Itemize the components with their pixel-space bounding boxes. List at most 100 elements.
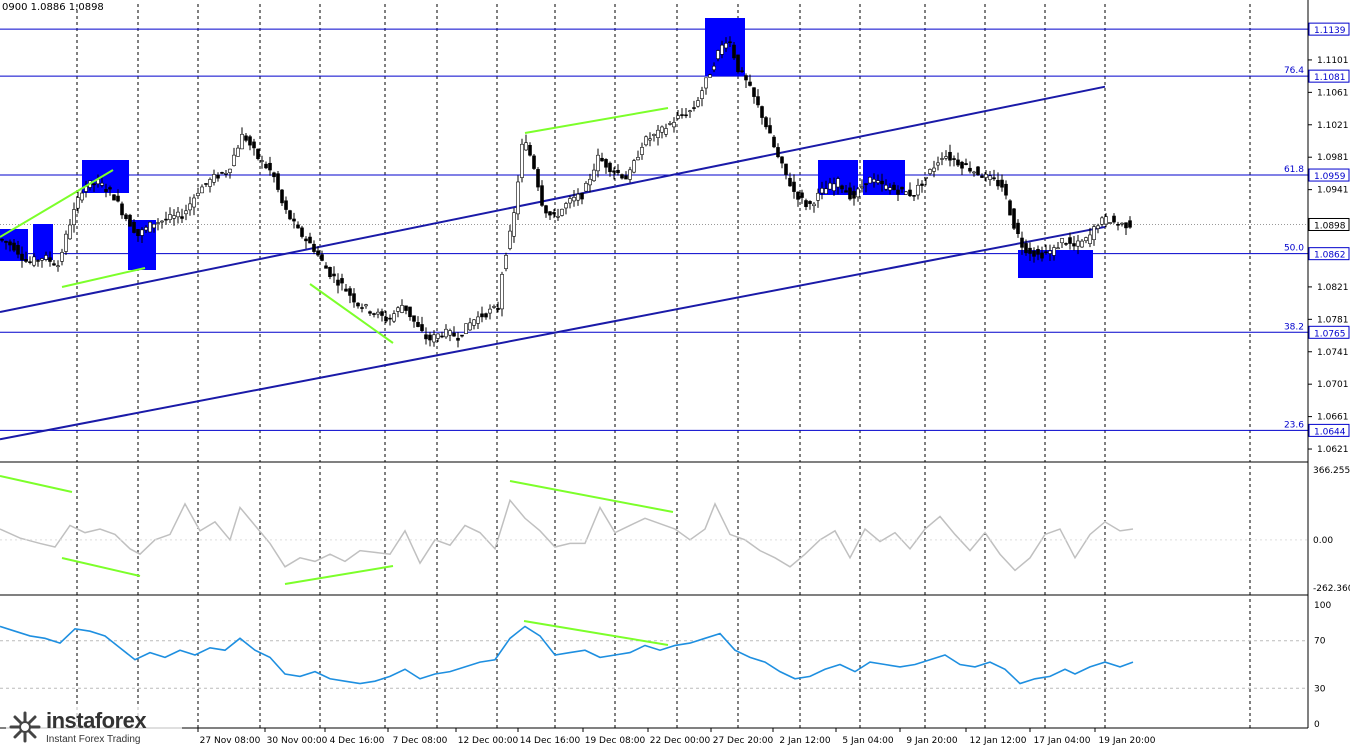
candle-body	[1020, 237, 1024, 248]
candle	[300, 225, 304, 239]
candle-body	[856, 188, 860, 198]
price-level-label: 1.0959	[1314, 172, 1346, 182]
candle	[312, 240, 316, 255]
time-label: 14 Dec 16:00	[520, 736, 581, 746]
time-label: 5 Jan 04:00	[842, 736, 894, 746]
candle	[1028, 242, 1032, 261]
candle	[352, 288, 356, 308]
candle-body	[216, 174, 220, 179]
candle	[764, 115, 768, 130]
candle	[496, 301, 500, 313]
candle-body	[220, 172, 224, 174]
candle	[672, 117, 676, 133]
candle	[260, 155, 264, 169]
candle	[700, 86, 704, 107]
candle	[732, 42, 736, 61]
candle	[1120, 222, 1124, 227]
candle	[288, 209, 292, 221]
candle-body	[1056, 247, 1060, 250]
rsi-tick-label: 0	[1314, 720, 1320, 730]
candle	[696, 96, 700, 108]
watermark-brand: instaforex	[46, 708, 147, 733]
candle-body	[336, 279, 340, 286]
candle-body	[184, 210, 188, 215]
candle	[264, 161, 268, 170]
candle	[28, 256, 32, 265]
candle-body	[228, 168, 232, 173]
candle	[744, 73, 748, 89]
price-tick-label: 1.1101	[1317, 56, 1349, 66]
candle-body	[728, 41, 732, 44]
price-level-tag	[1308, 247, 1350, 261]
cci-divergence-line	[284, 565, 394, 585]
candle	[848, 182, 852, 201]
candle	[576, 188, 580, 206]
candle-body	[188, 203, 192, 211]
candle-body	[332, 273, 336, 277]
candle-body	[276, 173, 280, 190]
candle-body	[804, 200, 808, 207]
candle-body	[48, 257, 52, 262]
candle	[768, 117, 772, 134]
candle	[348, 286, 352, 304]
candle-body	[52, 263, 56, 266]
candle	[628, 166, 632, 183]
candle	[548, 211, 552, 220]
candle-body	[60, 252, 64, 262]
candle	[1100, 216, 1104, 227]
candle-body	[700, 90, 704, 99]
candle	[912, 195, 916, 202]
candle-body	[648, 138, 652, 141]
candle-body	[1088, 234, 1092, 244]
candle	[984, 170, 988, 182]
candle	[1076, 235, 1080, 255]
candle	[236, 144, 240, 157]
candle-body	[1124, 222, 1128, 229]
candle-body	[104, 189, 108, 192]
candle-body	[776, 147, 780, 158]
candle	[928, 168, 932, 176]
candle	[596, 148, 600, 178]
candle	[660, 125, 664, 139]
candle-body	[944, 156, 948, 159]
candle	[880, 173, 884, 192]
time-label: 19 Jan 20:00	[1099, 736, 1156, 746]
candle-body	[1112, 215, 1116, 223]
candle-body	[296, 224, 300, 229]
candle-body	[732, 44, 736, 59]
time-label: 22 Dec 00:00	[650, 736, 711, 746]
candle-body	[492, 306, 496, 308]
candle	[128, 213, 132, 227]
candle	[460, 334, 464, 338]
price-level-label: 1.0862	[1314, 251, 1346, 261]
candle-body	[116, 195, 120, 202]
candle-body	[940, 158, 944, 160]
candle	[676, 109, 680, 120]
candle-body	[928, 169, 932, 174]
candle	[888, 183, 892, 195]
candle	[976, 166, 980, 176]
candle-body	[884, 184, 888, 190]
candle	[396, 306, 400, 318]
candle	[992, 169, 996, 181]
candle	[788, 172, 792, 187]
candle-body	[768, 125, 772, 134]
candle	[140, 227, 144, 243]
price-tick-label: 1.0661	[1317, 413, 1349, 423]
candle-body	[356, 302, 360, 307]
candle	[568, 195, 572, 209]
candle-body	[484, 313, 488, 318]
candle	[896, 185, 900, 202]
candle-body	[1036, 249, 1040, 255]
candle	[244, 133, 248, 143]
candle	[728, 36, 732, 47]
price-tick-label: 1.0701	[1317, 380, 1349, 390]
candle	[16, 240, 20, 259]
candle	[472, 319, 476, 330]
candle	[668, 121, 672, 126]
candle	[620, 173, 624, 180]
candle-body	[996, 180, 1000, 187]
candle-body	[644, 136, 648, 146]
candle-body	[320, 254, 324, 261]
candle-body	[796, 191, 800, 200]
